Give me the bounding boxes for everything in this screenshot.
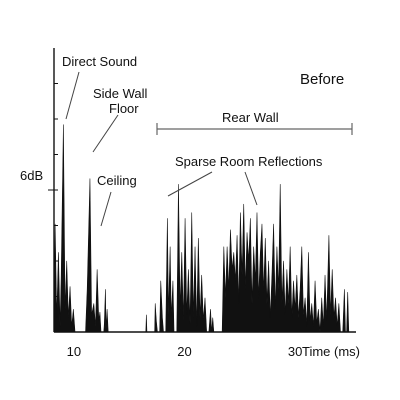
annotation-rear-wall: Rear Wall [222, 110, 279, 125]
direct-sound-leader [65, 71, 80, 120]
reflection-energy-series [53, 124, 356, 333]
annotation-side-wall: Side Wall [93, 86, 148, 101]
x-tick-label-10: 10 [67, 344, 81, 359]
x-tick-label-20: 20 [177, 344, 191, 359]
sparse-leader-right [244, 171, 258, 206]
side-wall-leader [92, 114, 119, 153]
x-axis-label: Time (ms) [302, 344, 360, 359]
annotation-leaders [65, 71, 258, 227]
x-tick-labels: 10 20 30 [67, 344, 303, 359]
sparse-leader-left [167, 171, 213, 197]
rear-wall-bracket [156, 123, 353, 135]
annotation-floor: Floor [109, 101, 139, 116]
annotation-sparse-room-reflections: Sparse Room Reflections [175, 154, 323, 169]
annotation-direct-sound: Direct Sound [62, 54, 137, 69]
x-tick-label-30: 30 [288, 344, 302, 359]
y-axis-6db-label: 6dB [20, 168, 43, 183]
annotation-ceiling: Ceiling [97, 173, 137, 188]
panel-label-before: Before [300, 71, 344, 88]
ceiling-leader [100, 191, 112, 227]
